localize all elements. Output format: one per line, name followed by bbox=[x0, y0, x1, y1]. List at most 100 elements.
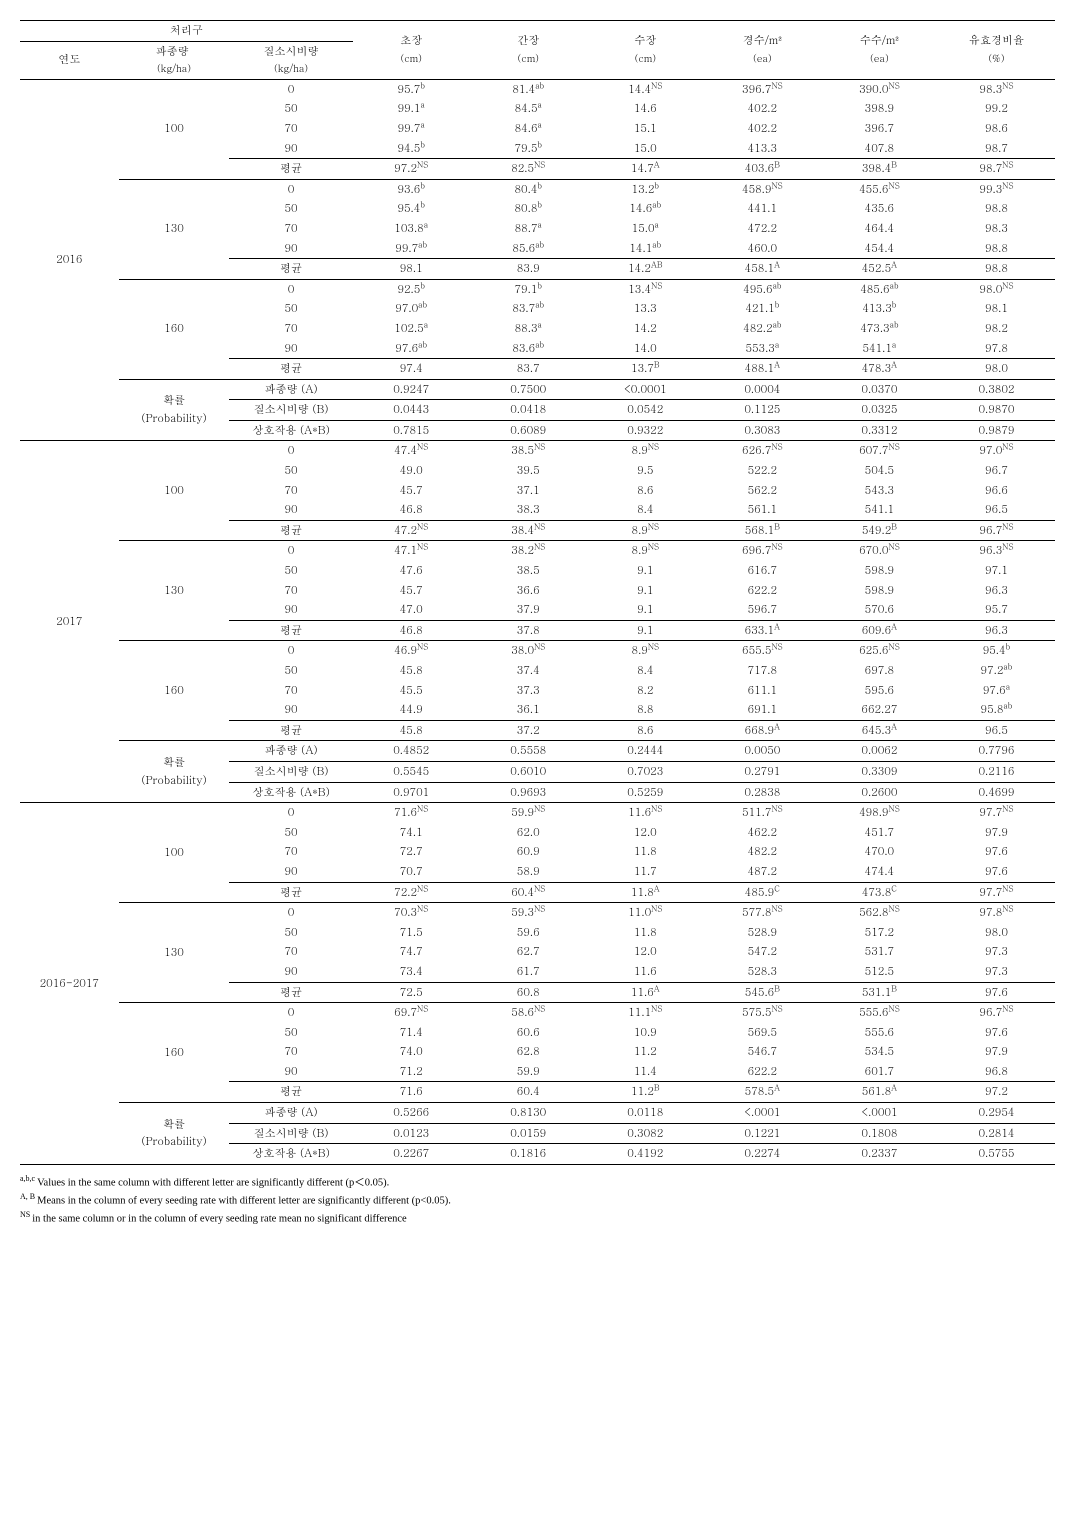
data-cell: 547.2 bbox=[704, 942, 821, 962]
data-cell: 98.2 bbox=[938, 319, 1055, 339]
label-cell: 0.5558 bbox=[470, 741, 587, 762]
data-cell: 14.0 bbox=[587, 339, 704, 359]
data-cell: 97.3 bbox=[938, 962, 1055, 982]
data-cell: 97.6 bbox=[938, 862, 1055, 882]
data-cell: 97.4 bbox=[353, 359, 470, 380]
label-cell: 70 bbox=[229, 119, 352, 139]
data-cell: 10.9 bbox=[587, 1023, 704, 1043]
data-cell: 37.2 bbox=[470, 720, 587, 741]
data-cell: 495.6ab bbox=[704, 279, 821, 299]
data-cell: 441.1 bbox=[704, 199, 821, 219]
data-cell: 38.3 bbox=[470, 500, 587, 520]
data-cell: 38.2NS bbox=[470, 541, 587, 561]
label-cell: 0.5545 bbox=[353, 761, 470, 782]
data-cell: 38.4NS bbox=[470, 520, 587, 541]
data-cell: 562.2 bbox=[704, 481, 821, 501]
label-cell: 50 bbox=[229, 661, 352, 681]
label-cell: 50 bbox=[229, 199, 352, 219]
data-cell: 390.0NS bbox=[821, 79, 938, 99]
data-cell: 72.2NS bbox=[353, 882, 470, 903]
data-cell: 9.1 bbox=[587, 581, 704, 601]
data-cell: 487.2 bbox=[704, 862, 821, 882]
data-cell: 92.5b bbox=[353, 279, 470, 299]
label-cell: 90 bbox=[229, 700, 352, 720]
label-cell: 0.3802 bbox=[938, 379, 1055, 400]
label-cell: 0.5755 bbox=[938, 1144, 1055, 1165]
data-cell: 98.3NS bbox=[938, 79, 1055, 99]
data-cell: 83.7ab bbox=[470, 299, 587, 319]
data-cell: 97.9 bbox=[938, 823, 1055, 843]
data-cell: 460.0 bbox=[704, 239, 821, 259]
data-cell: 555.6 bbox=[821, 1023, 938, 1043]
hdr-col-4: 수수/m²(ea) bbox=[821, 21, 938, 80]
label-cell: 0.0004 bbox=[704, 379, 821, 400]
data-cell: 498.9NS bbox=[821, 803, 938, 823]
label-cell: 0.0062 bbox=[821, 741, 938, 762]
label-cell: <.0001 bbox=[704, 1103, 821, 1124]
data-cell: 36.6 bbox=[470, 581, 587, 601]
label-cell: 파종량 (A) bbox=[229, 1103, 352, 1124]
data-cell: 528.9 bbox=[704, 923, 821, 943]
data-cell: 37.8 bbox=[470, 620, 587, 641]
data-cell: 70.7 bbox=[353, 862, 470, 882]
data-cell: 14.7A bbox=[587, 159, 704, 180]
data-cell: 70.3NS bbox=[353, 903, 470, 923]
label-cell: 0.2116 bbox=[938, 761, 1055, 782]
label-cell: 50 bbox=[229, 561, 352, 581]
label-cell: 0 bbox=[229, 1003, 352, 1023]
data-cell: 458.1A bbox=[704, 259, 821, 280]
data-cell: 398.9 bbox=[821, 99, 938, 119]
data-cell: 97.2 bbox=[938, 1082, 1055, 1103]
label-cell: 50 bbox=[229, 99, 352, 119]
hdr-col-0: 초장(cm) bbox=[353, 21, 470, 80]
hdr-year: 연도 bbox=[20, 41, 119, 79]
data-cell: 98.0NS bbox=[938, 279, 1055, 299]
data-cell: 96.8 bbox=[938, 1062, 1055, 1082]
label-cell: 파종량 (A) bbox=[229, 741, 352, 762]
label-cell: 0.5266 bbox=[353, 1103, 470, 1124]
seed-cell: 100 bbox=[119, 79, 230, 179]
label-cell: 0.9247 bbox=[353, 379, 470, 400]
label-cell: 상호작용 (A*B) bbox=[229, 420, 352, 441]
label-cell: 0.0159 bbox=[470, 1123, 587, 1144]
data-cell: 14.2 bbox=[587, 319, 704, 339]
data-cell: 717.8 bbox=[704, 661, 821, 681]
data-cell: 37.9 bbox=[470, 600, 587, 620]
label-cell: 50 bbox=[229, 1023, 352, 1043]
label-cell: 0.9879 bbox=[938, 420, 1055, 441]
data-cell: 522.2 bbox=[704, 461, 821, 481]
data-cell: 549.2B bbox=[821, 520, 938, 541]
data-cell: 11.8 bbox=[587, 842, 704, 862]
data-cell: 96.6 bbox=[938, 481, 1055, 501]
label-cell: 0.2274 bbox=[704, 1144, 821, 1165]
table-row: 130047.1NS38.2NS8.9NS696.7NS670.0NS96.3N… bbox=[20, 541, 1055, 561]
data-cell: 88.3a bbox=[470, 319, 587, 339]
data-cell: 561.8A bbox=[821, 1082, 938, 1103]
data-cell: 622.2 bbox=[704, 581, 821, 601]
data-cell: 84.5a bbox=[470, 99, 587, 119]
data-cell: 102.5a bbox=[353, 319, 470, 339]
label-cell: 0 bbox=[229, 179, 352, 199]
label-cell: 0.2838 bbox=[704, 782, 821, 803]
label-cell: 70 bbox=[229, 319, 352, 339]
label-cell: 0.7796 bbox=[938, 741, 1055, 762]
label-cell: 0 bbox=[229, 279, 352, 299]
data-cell: 9.1 bbox=[587, 620, 704, 641]
data-cell: 45.5 bbox=[353, 681, 470, 701]
data-cell: 478.3A bbox=[821, 359, 938, 380]
prob-row: 확률(Probability)파종량 (A)0.52660.81300.0118… bbox=[20, 1103, 1055, 1124]
seed-cell: 130 bbox=[119, 179, 230, 279]
data-cell: 598.9 bbox=[821, 561, 938, 581]
data-cell: 97.3 bbox=[938, 942, 1055, 962]
label-cell: 0.1221 bbox=[704, 1123, 821, 1144]
data-cell: 94.5b bbox=[353, 139, 470, 159]
data-cell: 696.7NS bbox=[704, 541, 821, 561]
data-cell: 561.1 bbox=[704, 500, 821, 520]
data-cell: 74.7 bbox=[353, 942, 470, 962]
data-cell: 11.7 bbox=[587, 862, 704, 882]
data-cell: 99.7ab bbox=[353, 239, 470, 259]
data-cell: 451.7 bbox=[821, 823, 938, 843]
data-cell: 37.4 bbox=[470, 661, 587, 681]
data-cell: 95.8ab bbox=[938, 700, 1055, 720]
label-cell: 질소시비량 (B) bbox=[229, 761, 352, 782]
